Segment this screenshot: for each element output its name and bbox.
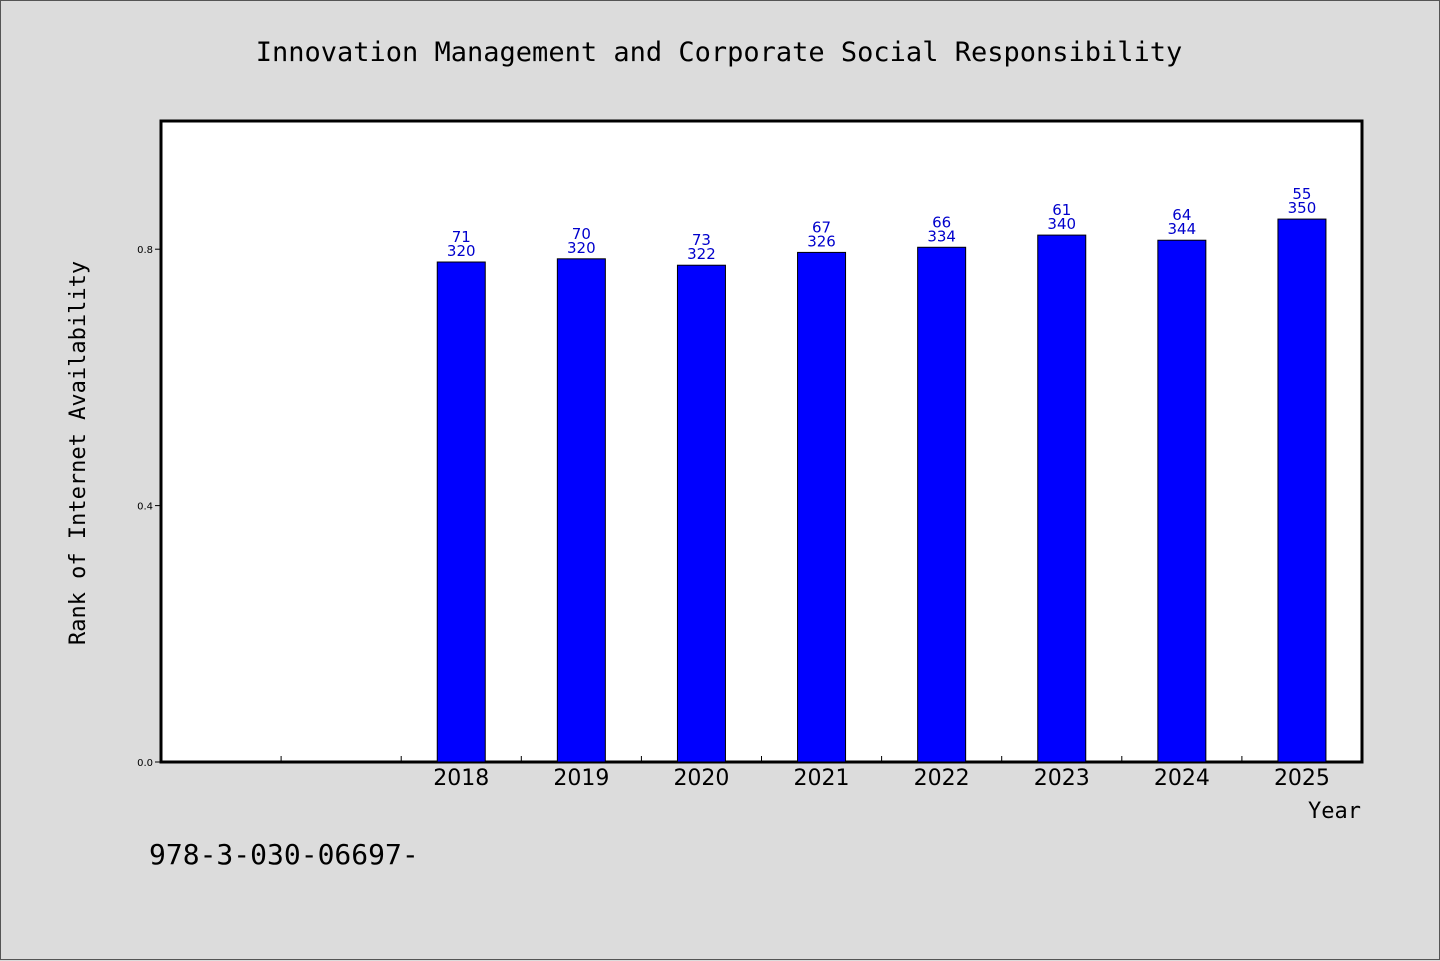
footer-isbn-text: 978-3-030-06697-	[149, 838, 419, 871]
bar-data-label-bottom: 334	[927, 227, 956, 245]
x-tick-label: 2021	[794, 766, 850, 791]
bar	[556, 258, 606, 763]
chart-title: Innovation Management and Corporate Soci…	[256, 37, 1183, 68]
bar-data-label-bottom: 340	[1047, 215, 1076, 233]
bar	[1277, 218, 1327, 763]
y-tick-label: 0.0	[137, 758, 153, 769]
x-tick-label: 2025	[1274, 766, 1330, 791]
x-tick-label: 2018	[433, 766, 489, 791]
x-tick-label: 2024	[1154, 766, 1210, 791]
bar-data-label-top: 70	[572, 225, 591, 243]
bar-data-label-bottom: 320	[567, 239, 596, 257]
bar	[797, 251, 847, 763]
bar-data-label-top: 64	[1172, 206, 1191, 224]
x-tick-label: 2020	[673, 766, 729, 791]
bar-data-label-top: 73	[692, 231, 711, 249]
bar	[436, 261, 486, 763]
bar	[676, 264, 726, 763]
bar	[1157, 239, 1207, 763]
bar-data-label-bottom: 326	[807, 232, 836, 250]
ticks-group: 0.0 0.4 0.8 2018 2019 2020 2021 2022 2023 2024 202…	[137, 245, 1330, 791]
bar-data-label-top: 55	[1292, 185, 1311, 203]
bar-data-label-top: 67	[812, 218, 831, 236]
y-tick-label: 0.8	[137, 245, 153, 256]
bar	[917, 246, 967, 763]
bar-data-label-top: 66	[932, 213, 951, 231]
y-axis-label: Rank of Internet Availability	[66, 261, 91, 645]
x-tick-label: 2019	[553, 766, 609, 791]
x-tick-label: 2023	[1034, 766, 1090, 791]
x-axis-label: Year	[1308, 799, 1361, 824]
x-tick-label: 2022	[914, 766, 970, 791]
bar-data-label-bottom: 350	[1288, 199, 1317, 217]
bar-data-label-bottom: 322	[687, 245, 716, 263]
bar	[1037, 234, 1087, 763]
y-tick-label: 0.4	[137, 502, 153, 513]
bar-data-label-bottom: 344	[1168, 220, 1197, 238]
bar-data-label-top: 61	[1052, 201, 1071, 219]
bar-data-label-top: 71	[452, 228, 471, 246]
bar-data-label-bottom: 320	[447, 242, 476, 260]
